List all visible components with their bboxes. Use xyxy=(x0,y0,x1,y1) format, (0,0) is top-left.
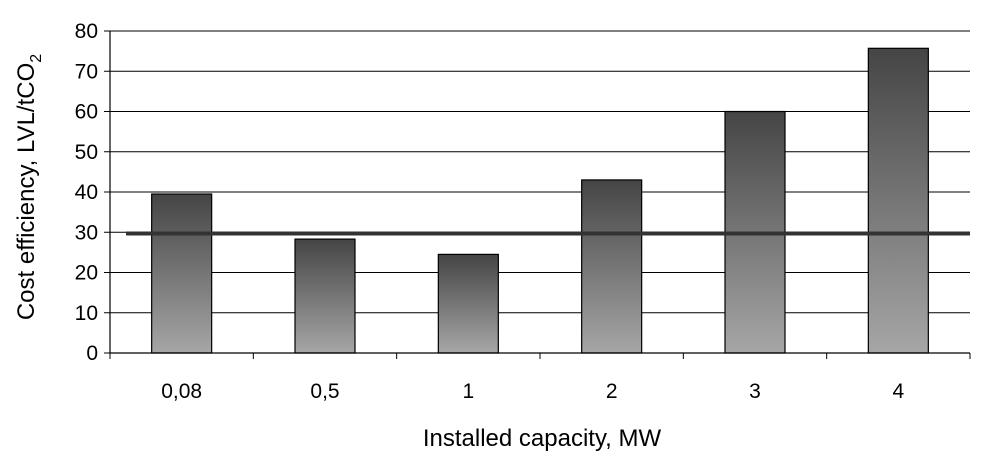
bar-1 xyxy=(437,253,499,354)
y-tick-label-40: 40 xyxy=(75,181,98,204)
y-tick-label-20: 20 xyxy=(75,262,98,285)
x-tick-label-4: 4 xyxy=(892,380,904,403)
x-axis-title: Installed capacity, MW xyxy=(423,425,662,452)
bar-0,08 xyxy=(151,193,213,354)
bar-4 xyxy=(867,47,929,354)
y-tick-label-70: 70 xyxy=(75,60,98,83)
axes xyxy=(104,30,971,359)
gridlines xyxy=(110,30,970,314)
bar-0,5 xyxy=(294,238,356,354)
y-tick-label-80: 80 xyxy=(75,20,98,43)
tick-labels: 0 10 20 30 40 50 60 70 80 0,08 0,5 1 2 3 4 xyxy=(75,20,905,403)
bar-2 xyxy=(581,179,643,354)
x-tick-label-0,08: 0,08 xyxy=(161,380,202,403)
y-axis-title-subscript: 2 xyxy=(28,54,45,63)
y-axis-title-main: Cost efficiency, LVL/tCO xyxy=(13,63,40,320)
y-tick-label-50: 50 xyxy=(75,141,98,164)
x-tick-label-2: 2 xyxy=(606,380,618,403)
x-tick-label-0,5: 0,5 xyxy=(310,380,339,403)
bars xyxy=(151,47,929,354)
x-tick-label-3: 3 xyxy=(749,380,761,403)
x-tick-label-1: 1 xyxy=(462,380,474,403)
y-tick-label-0: 0 xyxy=(86,342,98,365)
y-tick-label-30: 30 xyxy=(75,221,98,244)
y-tick-label-60: 60 xyxy=(75,101,98,124)
y-axis-title: Cost efficiency, LVL/tCO2 xyxy=(13,54,45,320)
y-tick-label-10: 10 xyxy=(75,302,98,325)
